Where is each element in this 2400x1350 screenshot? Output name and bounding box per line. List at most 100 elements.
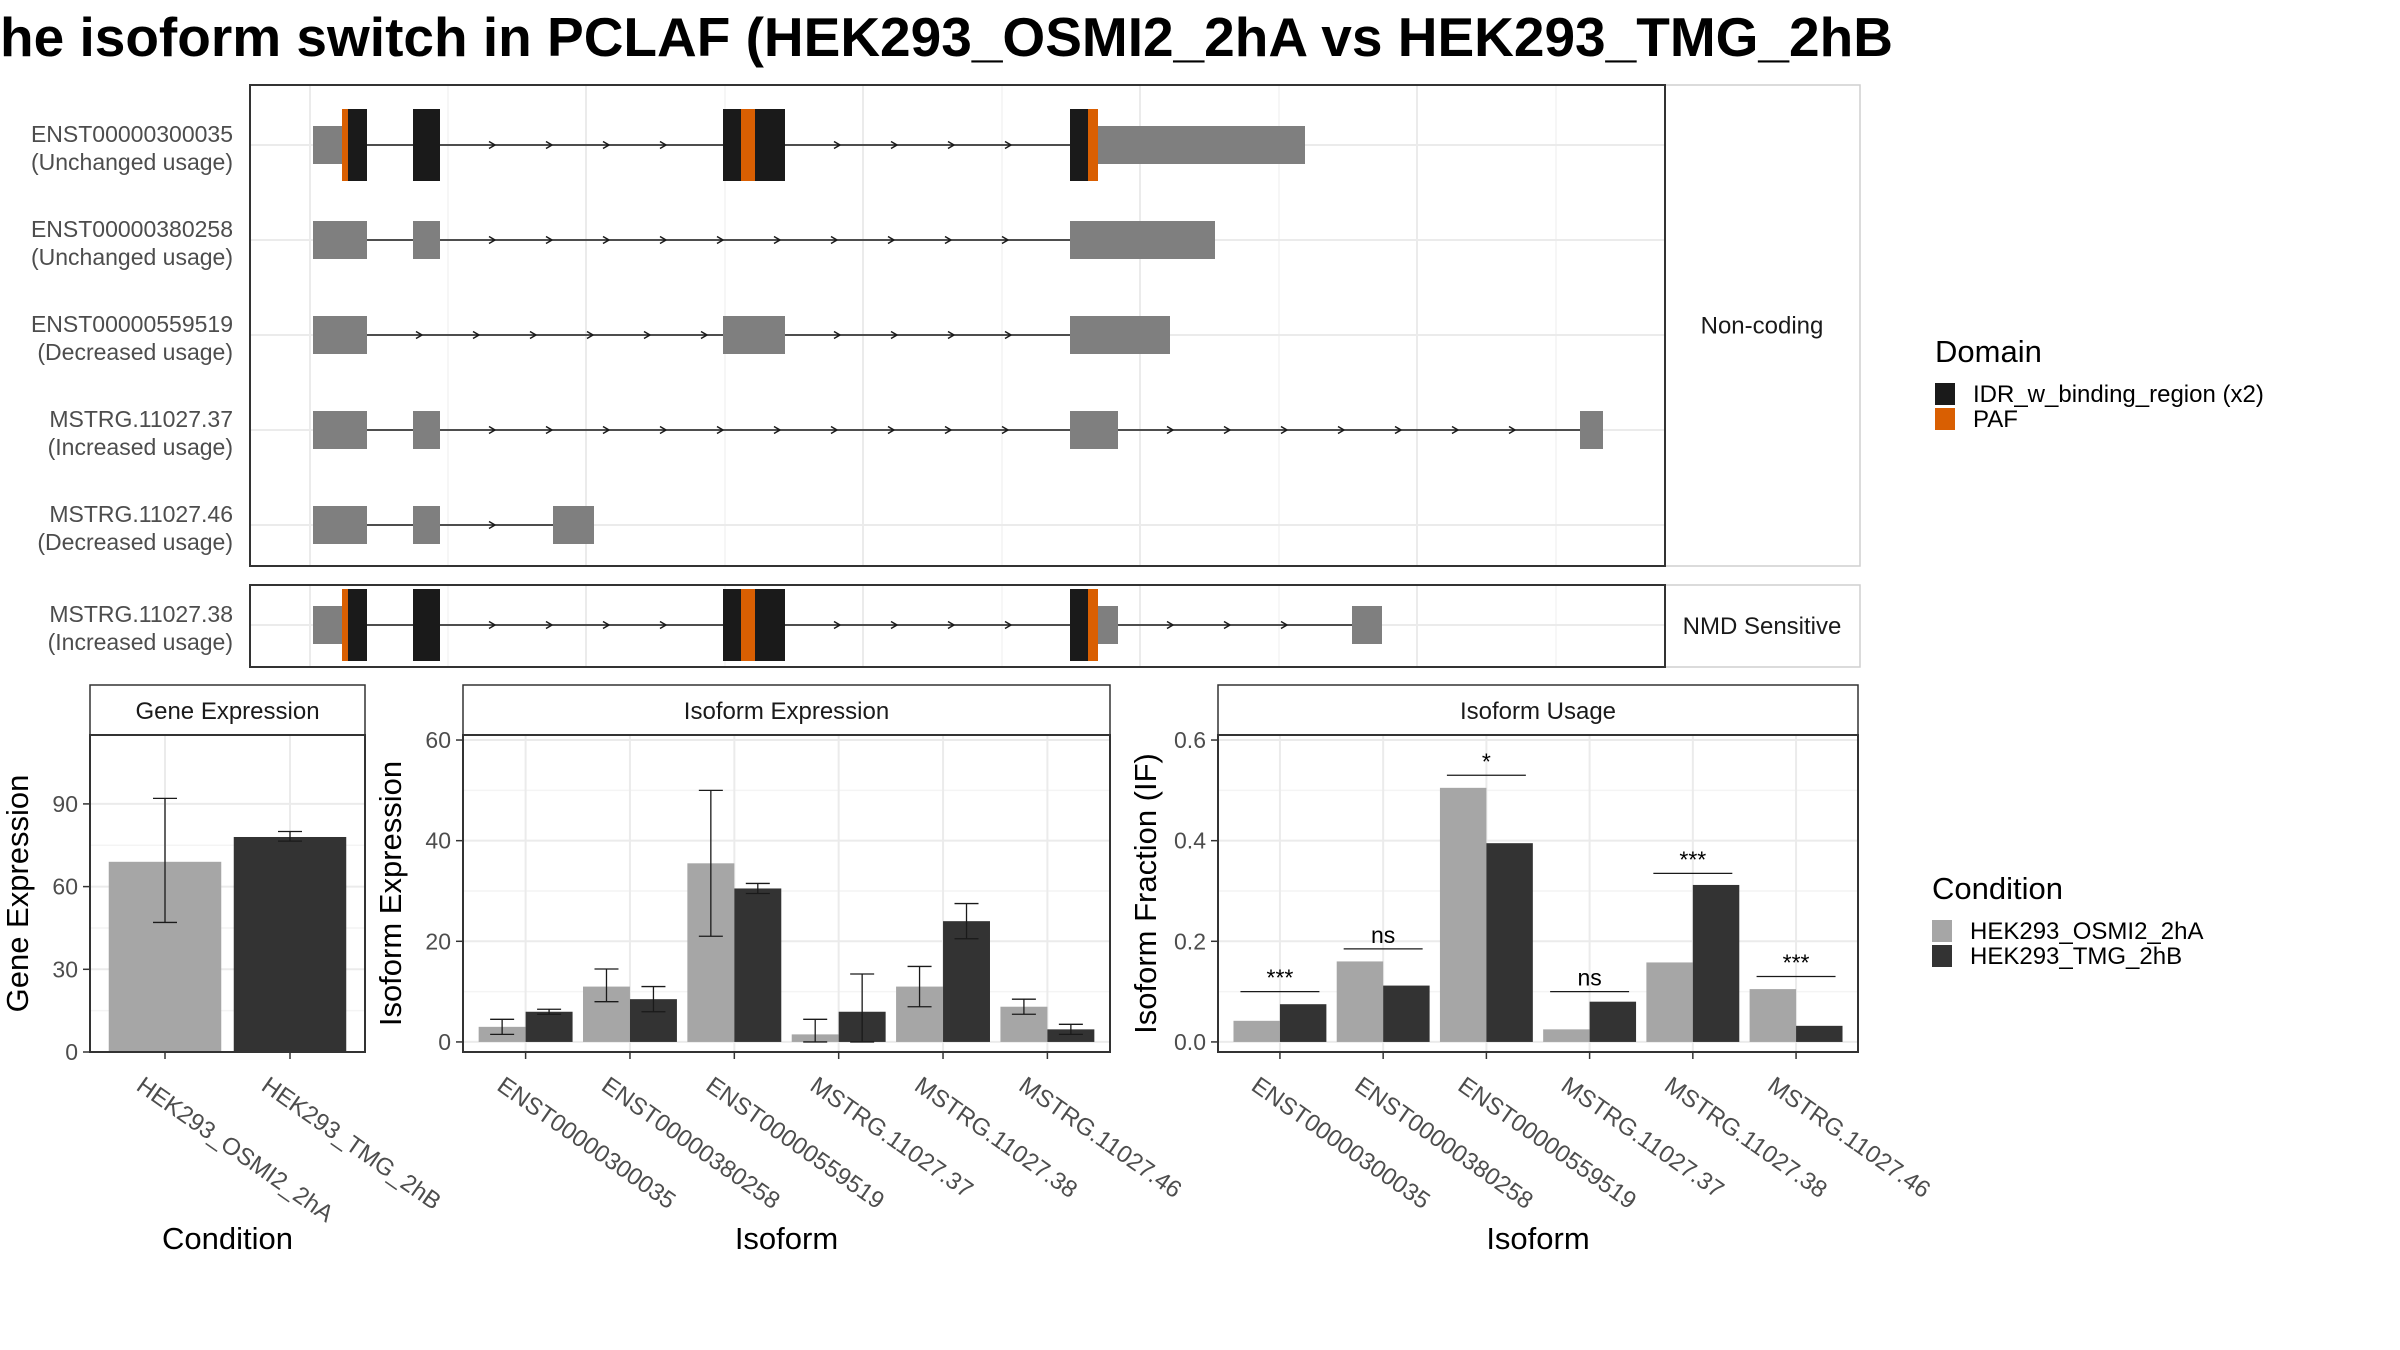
significance-label: * <box>1482 748 1491 774</box>
intron-arrow <box>1001 425 1010 435</box>
intron-arrow <box>659 425 668 435</box>
legends: Domain IDR_w_binding_region (x2)PAF Condit… <box>1932 334 2264 970</box>
legend-key <box>1935 383 1955 405</box>
intron-arrow <box>488 425 497 435</box>
facet-strip <box>1664 84 1861 567</box>
intron-arrow <box>529 330 538 340</box>
transcript-row: ENST00000559519(Decreased usage) <box>31 311 1170 365</box>
intron-arrow <box>890 620 899 630</box>
intron-arrow <box>586 330 595 340</box>
y-tick-label: 40 <box>425 828 451 854</box>
legend-label: IDR_w_binding_region (x2) <box>1973 381 2264 408</box>
exon <box>413 221 440 259</box>
significance-label: ns <box>1577 965 1601 991</box>
exon <box>1070 316 1170 354</box>
exon <box>723 316 785 354</box>
idr-domain <box>723 589 741 661</box>
intron-arrow <box>1394 425 1403 435</box>
chart-border <box>462 734 1111 1053</box>
chart-title: Isoform Usage <box>1460 698 1616 725</box>
bar <box>1439 787 1487 1042</box>
intron-arrow <box>488 620 497 630</box>
idr-domain <box>413 589 440 661</box>
figure-title: he isoform switch in PCLAF (HEK293_OSMI2… <box>0 6 1893 68</box>
intron-arrow <box>1166 620 1175 630</box>
bar <box>233 836 347 1052</box>
x-tick-label: ENST00000300035 <box>1246 1072 1434 1215</box>
intron-arrow <box>488 140 497 150</box>
legend-key <box>1935 408 1955 430</box>
intron-arrow <box>1508 425 1517 435</box>
bar <box>1383 985 1430 1042</box>
bar <box>1279 1004 1327 1042</box>
intron-arrow <box>602 620 611 630</box>
transcript-row: MSTRG.11027.37(Increased usage) <box>48 406 1603 460</box>
intron-arrow <box>944 425 953 435</box>
idr-domain <box>348 109 367 181</box>
idr-domain <box>1070 589 1088 661</box>
exon <box>413 411 440 449</box>
chart-border <box>1217 734 1859 1053</box>
panel-border <box>249 84 1666 567</box>
intron-arrow <box>488 520 497 530</box>
legend-label: HEK293_OSMI2_2hA <box>1970 918 2203 945</box>
intron-arrow <box>488 235 497 245</box>
intron-arrow <box>947 330 956 340</box>
x-axis-title: Isoform <box>735 1221 838 1256</box>
intron-arrow <box>602 140 611 150</box>
intron-arrow <box>659 620 668 630</box>
intron-arrow <box>830 425 839 435</box>
bar <box>1749 989 1797 1042</box>
idr-domain <box>755 589 785 661</box>
x-axis-title: Condition <box>162 1221 293 1256</box>
y-axis-title: Isoform Expression <box>373 761 408 1026</box>
intron-arrow <box>833 140 842 150</box>
paf-domain <box>1088 109 1098 181</box>
exon <box>1070 126 1305 164</box>
facet-strip-label: Non-coding <box>1701 313 1824 340</box>
x-tick-label: ENST00000559519 <box>701 1072 889 1215</box>
y-tick-label: 0.4 <box>1174 828 1206 854</box>
intron-arrow <box>659 235 668 245</box>
intron-arrow <box>602 235 611 245</box>
exon <box>1352 606 1382 644</box>
exon <box>413 506 440 544</box>
intron-arrow <box>1280 620 1289 630</box>
chart-title-strip <box>89 684 366 736</box>
intron-arrow <box>1166 425 1175 435</box>
facet-strip-label: NMD Sensitive <box>1683 613 1842 640</box>
legend-key <box>1932 920 1952 942</box>
intron-arrow <box>890 140 899 150</box>
chart-title-strip <box>1217 684 1859 736</box>
intron-arrow <box>602 425 611 435</box>
intron-arrow <box>947 140 956 150</box>
transcript-id-label: ENST00000300035 <box>31 121 233 147</box>
y-tick-label: 0.6 <box>1174 727 1206 753</box>
significance-label: *** <box>1679 846 1706 872</box>
y-tick-label: 30 <box>52 956 78 982</box>
transcript-row: ENST00000380258(Unchanged usage) <box>31 216 1215 270</box>
intron-arrow <box>472 330 481 340</box>
legend-title-domain: Domain <box>1935 334 2042 369</box>
y-tick-label: 0.0 <box>1174 1029 1206 1055</box>
intron-arrow <box>716 235 725 245</box>
intron-arrow <box>415 330 424 340</box>
idr-domain <box>723 109 741 181</box>
y-axis-title: Gene Expression <box>0 775 35 1013</box>
intron-arrow <box>545 425 554 435</box>
bar <box>1233 1020 1280 1042</box>
bar <box>525 1011 573 1042</box>
intron-arrow <box>833 330 842 340</box>
legend-title-condition: Condition <box>1932 871 2063 906</box>
paf-domain <box>741 589 755 661</box>
intron-arrow <box>643 330 652 340</box>
x-tick-label: ENST00000380258 <box>1350 1072 1538 1215</box>
intron-arrow <box>716 425 725 435</box>
x-tick-label: ENST00000559519 <box>1453 1072 1641 1215</box>
idr-domain <box>1070 109 1088 181</box>
intron-arrow <box>1223 620 1232 630</box>
y-tick-label: 60 <box>425 727 451 753</box>
intron-arrow <box>1001 235 1010 245</box>
